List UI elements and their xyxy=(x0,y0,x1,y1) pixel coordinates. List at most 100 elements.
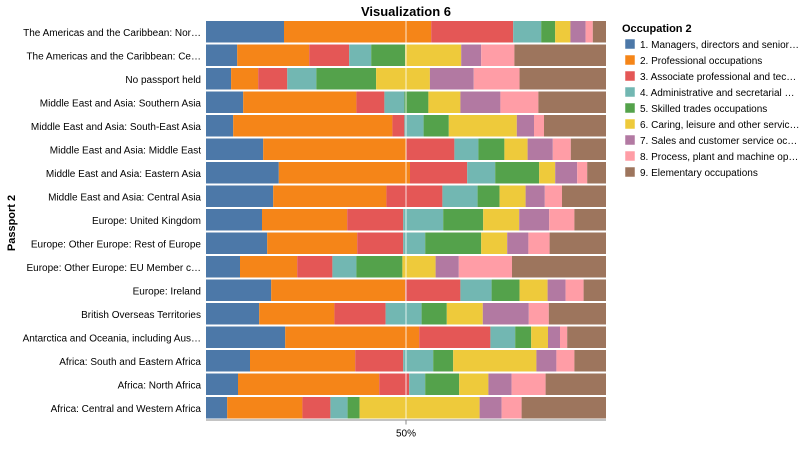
y-axis-title: Passport 2 xyxy=(6,195,18,251)
bar-segment xyxy=(501,397,522,419)
bar-segment xyxy=(404,115,424,137)
bar-segment xyxy=(206,279,272,301)
bar-segment xyxy=(552,138,571,160)
bar-segment xyxy=(481,44,515,66)
bar-segment xyxy=(273,185,387,207)
bar-segment xyxy=(267,232,358,254)
bar-segment xyxy=(250,350,356,372)
bar-segment xyxy=(574,209,606,231)
y-tick-label: Middle East and Asia: Southern Asia xyxy=(40,98,202,109)
bar-segment xyxy=(258,68,288,90)
bar-segment xyxy=(556,350,575,372)
y-tick-label: British Overseas Territories xyxy=(81,310,201,321)
bar-segment xyxy=(206,373,238,395)
bar-segment xyxy=(461,44,482,66)
bar-segment xyxy=(356,91,385,113)
bar-segment xyxy=(443,209,484,231)
legend-label: 5. Skilled trades occupations xyxy=(640,104,767,115)
bar-segment xyxy=(560,326,568,348)
bar-segment xyxy=(504,138,528,160)
bar-segment xyxy=(562,185,606,207)
bar-segment xyxy=(488,373,512,395)
bar-segment xyxy=(406,138,455,160)
bar-segment xyxy=(482,303,529,325)
bar-segment xyxy=(477,185,500,207)
bar-segment xyxy=(512,256,606,278)
y-tick-label: Africa: South and Eastern Africa xyxy=(59,357,201,368)
bar-segment xyxy=(404,91,429,113)
bar-segment xyxy=(206,209,262,231)
bar-segment xyxy=(309,44,350,66)
bar-segment xyxy=(548,303,606,325)
bar-segment xyxy=(536,350,557,372)
bar-segment xyxy=(206,397,228,419)
bar-segment xyxy=(583,279,606,301)
bar-segment xyxy=(467,162,496,184)
bar-segment xyxy=(549,232,606,254)
bar-segment xyxy=(479,397,502,419)
y-tick-label: Antarctica and Oceania, including Aus… xyxy=(23,333,201,344)
bar-segment xyxy=(587,162,606,184)
bar-segment xyxy=(206,326,286,348)
bar-segment xyxy=(442,185,478,207)
bar-segment xyxy=(206,68,232,90)
bar-segment xyxy=(206,21,284,43)
bar-segment xyxy=(429,68,474,90)
legend-swatch xyxy=(624,86,636,98)
bar-segment xyxy=(332,256,357,278)
x-tick-label: 50% xyxy=(396,429,416,440)
bar-segment xyxy=(435,256,459,278)
legend-swatch xyxy=(624,166,636,178)
bar-segment xyxy=(243,91,357,113)
y-axis-labels: The Americas and the Caribbean: Nor… The … xyxy=(23,28,202,415)
bar-segment xyxy=(491,279,520,301)
bar-segment xyxy=(592,21,606,43)
y-tick-label: Middle East and Asia: Eastern Asia xyxy=(46,169,202,180)
bar-segment xyxy=(206,303,260,325)
legend-swatch xyxy=(624,38,636,50)
bar-segment xyxy=(376,68,430,90)
bar-segment xyxy=(386,185,443,207)
bar-segment xyxy=(446,303,483,325)
bar-segment xyxy=(519,68,606,90)
bar-segment xyxy=(570,21,586,43)
legend-swatch xyxy=(624,118,636,130)
bar-segment xyxy=(567,326,606,348)
bar-segment xyxy=(511,373,546,395)
bar-segment xyxy=(565,279,584,301)
bar-segment xyxy=(206,185,274,207)
bar-segment xyxy=(302,397,331,419)
bar-segment xyxy=(403,232,426,254)
bar-segment xyxy=(433,350,454,372)
bar-segment xyxy=(577,162,588,184)
legend-swatch xyxy=(624,70,636,82)
bar-segment xyxy=(206,138,264,160)
bar-segment xyxy=(384,91,405,113)
bar-segment xyxy=(555,21,571,43)
bar-segment xyxy=(481,232,508,254)
bar-segment xyxy=(347,209,404,231)
legend-label: 2. Professional occupations xyxy=(640,56,762,67)
bar-segment xyxy=(499,185,526,207)
legend: Occupation 2 1. Managers, directors and … xyxy=(622,23,800,179)
bar-segment xyxy=(531,326,548,348)
bar-segment xyxy=(316,68,377,90)
y-tick-label: Middle East and Asia: Middle East xyxy=(50,145,201,156)
bar-segment xyxy=(460,279,492,301)
bar-segment xyxy=(379,373,410,395)
legend-swatch xyxy=(624,102,636,114)
bar-segment xyxy=(431,21,514,43)
bar-segment xyxy=(425,232,482,254)
bar-segment xyxy=(392,115,405,137)
bar-segment xyxy=(547,279,566,301)
bar-segment xyxy=(206,256,240,278)
y-tick-label: Middle East and Asia: South-East Asia xyxy=(31,122,202,133)
bar-segment xyxy=(483,209,520,231)
legend-label: 1. Managers, directors and senior… xyxy=(640,40,799,51)
bar-segment xyxy=(419,326,491,348)
bar-segment xyxy=(237,44,310,66)
y-tick-label: Europe: United Kingdom xyxy=(92,216,201,227)
legend-swatch xyxy=(624,150,636,162)
y-tick-label: The Americas and the Caribbean: Nor… xyxy=(23,28,201,39)
